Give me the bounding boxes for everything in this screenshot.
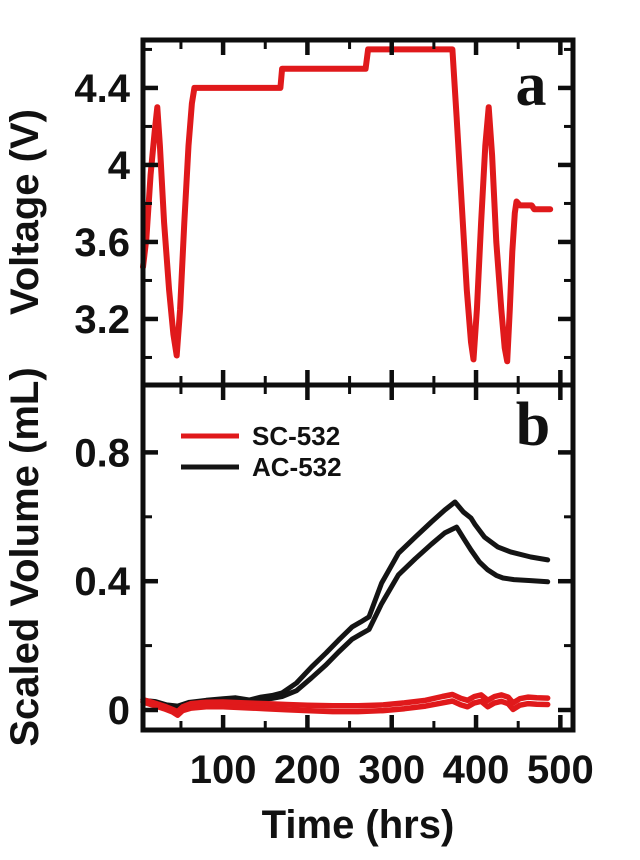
- panel-b-frame: [140, 382, 576, 733]
- series-voltage-line: [140, 46, 554, 365]
- series-sc-532-line: [140, 698, 551, 718]
- legend-label-ac532: AC-532: [252, 452, 342, 482]
- ytick-label: 0.4: [74, 560, 130, 604]
- ytick-label: 0: [108, 689, 130, 733]
- xtick-label: 200: [274, 748, 341, 792]
- legend: SC-532 AC-532: [181, 421, 342, 482]
- volume-axis-title: Scaled Volume (mL): [3, 367, 47, 746]
- ytick-label: 3.6: [74, 221, 130, 265]
- xtick-label: 500: [527, 748, 594, 792]
- ytick-label: 4: [108, 144, 131, 188]
- panel-b-letter: b: [516, 391, 550, 459]
- ytick-label: 4.4: [74, 67, 130, 111]
- panel-b-curves: [140, 499, 551, 718]
- panel-a-curves: [140, 46, 554, 365]
- panel-a-ytick-labels: 4.4 4 3.6 3.2: [74, 67, 130, 342]
- xtick-label: 100: [190, 748, 257, 792]
- ytick-label: 0.8: [74, 431, 130, 475]
- time-axis-title: Time (hrs): [262, 803, 455, 847]
- panel-b: 0.8 0.4 0 b Scaled Volume (mL) SC-532 AC-5…: [3, 367, 576, 747]
- panel-a-letter: a: [516, 51, 547, 119]
- voltage-axis-title: Voltage (V): [3, 109, 47, 315]
- panel-b-ytick-labels: 0.8 0.4 0: [74, 431, 130, 733]
- xtick-labels: 100 200 300 400 500: [190, 748, 594, 792]
- legend-label-sc532: SC-532: [252, 421, 340, 451]
- xtick-label: 400: [443, 748, 510, 792]
- panel-b-ticks: [143, 385, 573, 730]
- ytick-label: 3.2: [74, 298, 130, 342]
- xtick-label: 300: [358, 748, 425, 792]
- x-axis: 100 200 300 400 500 Time (hrs): [190, 748, 594, 847]
- series-sc-532-line: [140, 691, 551, 715]
